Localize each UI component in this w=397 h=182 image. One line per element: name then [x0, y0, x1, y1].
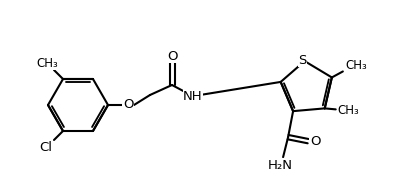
- Text: NH: NH: [183, 90, 203, 102]
- Text: S: S: [299, 54, 307, 67]
- Text: Cl: Cl: [39, 141, 52, 155]
- Text: O: O: [167, 50, 177, 62]
- Text: O: O: [310, 135, 320, 148]
- Text: H₂N: H₂N: [268, 159, 293, 172]
- Text: CH₃: CH₃: [345, 59, 367, 72]
- Text: O: O: [123, 98, 133, 112]
- Text: CH₃: CH₃: [338, 104, 360, 117]
- Text: CH₃: CH₃: [36, 57, 58, 70]
